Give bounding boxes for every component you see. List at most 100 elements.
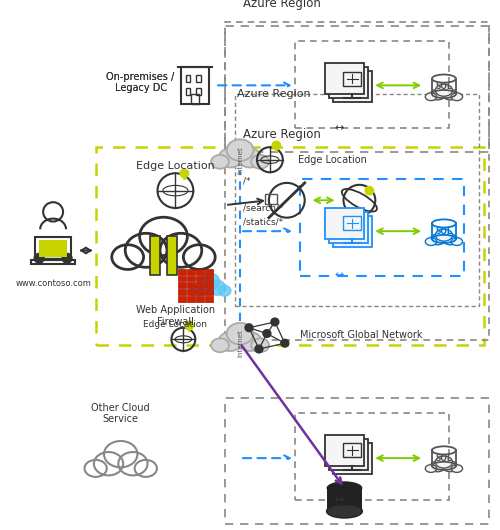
Bar [196,75,200,82]
Ellipse shape [238,148,262,167]
Ellipse shape [426,465,437,472]
Bar [295,413,449,500]
Bar [39,240,67,257]
Text: ↔: ↔ [335,494,344,505]
Text: Internet: Internet [237,329,243,357]
Text: www.contoso.com: www.contoso.com [15,279,91,288]
Ellipse shape [190,285,202,296]
Ellipse shape [436,456,452,468]
Text: SQL: SQL [436,82,452,91]
Ellipse shape [436,229,452,241]
Text: Edge Location: Edge Location [298,155,366,165]
Ellipse shape [218,285,231,296]
Bar [196,289,204,295]
FancyBboxPatch shape [328,67,368,98]
Ellipse shape [226,139,254,161]
FancyBboxPatch shape [332,216,372,246]
Bar [265,195,277,204]
Ellipse shape [426,93,437,101]
Circle shape [245,324,253,332]
Ellipse shape [442,234,458,245]
Bar [168,236,177,275]
Bar [182,67,209,104]
Ellipse shape [430,90,445,100]
Circle shape [272,140,281,150]
Bar [178,282,186,288]
Bar [295,41,449,128]
Bar [196,88,200,94]
Ellipse shape [451,93,462,101]
Ellipse shape [430,461,445,472]
Bar [196,269,204,275]
Text: Azure Region: Azure Region [243,128,321,141]
Circle shape [62,253,72,263]
Ellipse shape [451,465,462,472]
Text: Azure Region: Azure Region [243,0,321,11]
Bar [196,276,204,281]
Bar [178,289,186,295]
Text: ↔: ↔ [335,123,344,133]
Ellipse shape [442,461,458,472]
Bar [187,276,195,281]
Ellipse shape [200,273,220,290]
Text: SQL: SQL [436,454,452,463]
Circle shape [263,330,271,338]
Bar [225,22,488,340]
Text: Edge Location: Edge Location [136,162,215,172]
Bar [178,276,186,281]
FancyBboxPatch shape [324,208,364,239]
Bar [31,260,75,264]
FancyBboxPatch shape [328,212,368,243]
Circle shape [281,339,289,347]
FancyBboxPatch shape [332,71,372,102]
Circle shape [34,253,44,263]
Bar [187,269,195,275]
Bar [196,296,204,302]
Bar [187,282,195,288]
Bar [186,75,190,82]
Bar [35,237,71,260]
Ellipse shape [211,155,229,169]
Text: Other Cloud
Service: Other Cloud Service [92,403,150,425]
Bar [187,289,195,295]
Ellipse shape [326,481,362,495]
Text: On-premises /
Legacy DC: On-premises / Legacy DC [106,72,174,93]
Ellipse shape [218,332,242,351]
Text: SQL: SQL [436,227,452,236]
Bar [186,88,190,94]
Bar [235,94,478,306]
Bar [225,398,488,524]
Bar [178,269,186,275]
Bar [300,179,464,276]
Ellipse shape [218,148,242,167]
Text: Web Application
Firewall: Web Application Firewall [136,305,215,327]
Ellipse shape [211,338,229,352]
Ellipse shape [195,280,212,295]
Bar [192,94,200,104]
FancyBboxPatch shape [328,439,368,470]
Text: /search/*: /search/* [243,204,284,213]
Text: Internet: Internet [237,146,243,174]
Ellipse shape [326,505,362,518]
Ellipse shape [436,84,452,96]
Ellipse shape [430,234,445,245]
Bar [178,296,186,302]
Bar [205,296,212,302]
Ellipse shape [426,238,437,245]
FancyBboxPatch shape [324,63,364,94]
FancyBboxPatch shape [324,435,364,466]
Circle shape [255,345,263,353]
Text: ↔: ↔ [335,271,344,280]
Ellipse shape [451,238,462,245]
Bar [196,282,204,288]
Text: /*: /* [243,176,250,186]
Circle shape [364,186,374,196]
Bar [96,147,483,345]
Bar [205,276,212,281]
FancyBboxPatch shape [332,443,372,474]
Circle shape [48,242,58,251]
Bar [205,289,212,295]
Ellipse shape [251,338,269,352]
Bar [205,282,212,288]
Ellipse shape [209,280,226,295]
